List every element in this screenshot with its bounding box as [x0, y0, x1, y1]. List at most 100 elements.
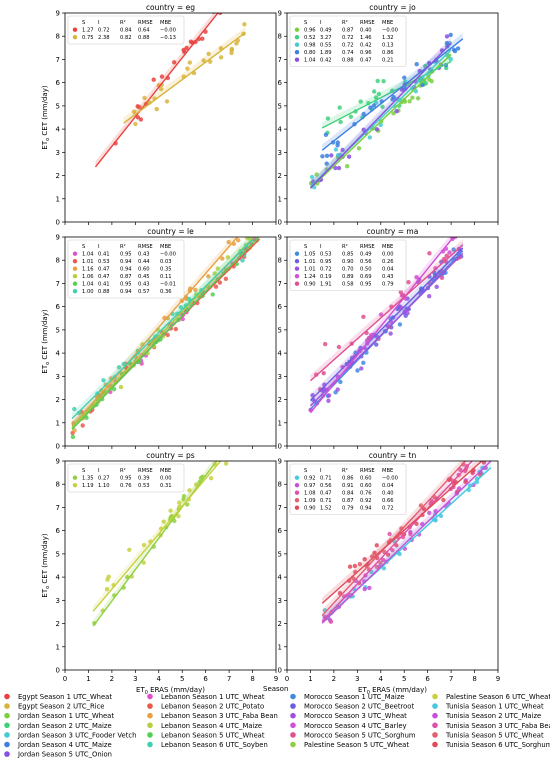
scatter-point — [473, 451, 477, 455]
scatter-point — [464, 457, 468, 461]
legend-marker — [432, 741, 438, 748]
confidence-band — [123, 26, 246, 124]
legend-marker — [147, 703, 153, 709]
scatter-point — [116, 365, 122, 370]
stats-value: 0.43 — [138, 252, 150, 258]
scatter-point — [335, 387, 340, 392]
scatter-point — [206, 51, 211, 56]
y-tick-label: 6 — [56, 303, 61, 311]
stats-value: 0.76 — [360, 491, 372, 497]
scatter-point — [223, 276, 229, 281]
scatter-point — [398, 290, 403, 295]
scatter-point — [336, 344, 342, 350]
stats-header-cell: RMSE — [138, 468, 153, 474]
stats-header-cell: I — [320, 244, 322, 250]
x-tick-label: 1 — [86, 675, 90, 683]
y-tick-label: 0 — [278, 443, 282, 451]
regression-line — [321, 38, 464, 151]
scatter-point — [187, 488, 192, 493]
scatter-point — [194, 482, 199, 487]
regression-line — [71, 237, 239, 428]
legend-label: Lebanon Season 3 UTC_Faba Bean — [161, 712, 278, 720]
scatter-point — [177, 500, 182, 505]
stats-header-cell: R² — [120, 20, 126, 26]
stats-value: 0.90 — [342, 259, 354, 265]
scatter-point — [355, 368, 360, 373]
stats-value: 0.52 — [304, 35, 316, 41]
y-tick-label: 0 — [278, 667, 282, 675]
plot-area — [92, 441, 238, 627]
stats-value: 0.43 — [382, 274, 394, 280]
stats-marker — [294, 251, 300, 256]
x-tick-label: 5 — [180, 675, 184, 683]
plot-area — [308, 216, 464, 414]
scatter-point — [234, 441, 238, 445]
y-tick-label: 0 — [56, 667, 60, 675]
stats-value: 1.10 — [98, 483, 110, 489]
scatter-point — [467, 483, 473, 488]
scatter-point — [158, 86, 164, 92]
legend-marker — [290, 703, 296, 709]
scatter-point — [374, 564, 380, 570]
stats-value: 0.58 — [342, 282, 354, 288]
scatter-point — [220, 256, 225, 261]
scatter-point — [358, 99, 363, 104]
scatter-point — [118, 384, 124, 390]
stats-table — [67, 239, 185, 299]
legend-marker — [290, 732, 296, 738]
scatter-point — [406, 280, 411, 285]
stats-value: 0.90 — [304, 282, 316, 288]
regression-line — [321, 461, 474, 622]
scatter-point — [460, 216, 464, 220]
panel-title: country = eg — [146, 3, 195, 12]
x-tick-label: 8 — [250, 675, 254, 683]
stats-header-cell: S — [304, 244, 307, 250]
stats-value: 1.00 — [82, 289, 94, 295]
stats-value: −0.00 — [382, 476, 398, 482]
regression-line — [92, 461, 218, 627]
legend-marker — [4, 712, 10, 719]
axes-frame — [64, 12, 277, 223]
legend-label: Jordan Season 1 UTC_Wheat — [17, 712, 114, 720]
stats-value: 0.76 — [120, 483, 132, 489]
legend-item: Lebanon Season 1 UTC_Wheat — [147, 693, 265, 701]
x-tick-label: 9 — [496, 675, 500, 683]
stats-value: 0.89 — [342, 274, 354, 280]
stats-value: 1.89 — [320, 50, 332, 56]
scatter-point — [151, 77, 156, 82]
scatter-point — [337, 105, 342, 110]
scatter-point — [229, 46, 234, 52]
stats-value: 0.42 — [360, 43, 372, 49]
stats-header-cell: S — [304, 468, 307, 474]
scatter-point — [361, 127, 366, 132]
scatter-point — [321, 371, 326, 376]
scatter-point — [448, 32, 453, 38]
scatter-point — [187, 60, 192, 65]
scatter-point — [427, 251, 432, 256]
stats-value: 0.53 — [138, 483, 150, 489]
scatter-point — [356, 146, 362, 151]
stats-value: 1.08 — [304, 491, 316, 497]
legend-label: Tunisia Season 3 UTC_Faba Bean — [445, 722, 550, 730]
stats-value: 0.40 — [382, 491, 394, 497]
stats-marker — [294, 50, 300, 55]
scatter-point — [80, 423, 85, 428]
stats-value: 0.35 — [160, 267, 172, 273]
legend-marker — [432, 703, 438, 709]
y-tick-label: 8 — [278, 257, 282, 265]
legend-label: Lebanon Season 4 UTC_Maize — [161, 722, 262, 730]
stats-value: 0.72 — [342, 43, 354, 49]
scatter-point — [111, 387, 117, 392]
legend-label: Morocco Season 3 UTC_Wheat — [304, 712, 407, 720]
stats-value: 0.87 — [120, 274, 132, 280]
stats-value: 0.88 — [342, 58, 354, 64]
scatter-point — [324, 161, 329, 166]
y-tick-label: 5 — [56, 550, 60, 558]
legend-item: Morocco Season 1 UTC_Maize — [290, 693, 404, 701]
scatter-point — [208, 59, 213, 64]
scatter-point — [476, 452, 480, 456]
scatter-point — [408, 531, 413, 537]
scatter-point — [361, 111, 366, 117]
stats-value: 1.19 — [82, 483, 94, 489]
x-tick-label: 8 — [472, 675, 476, 683]
